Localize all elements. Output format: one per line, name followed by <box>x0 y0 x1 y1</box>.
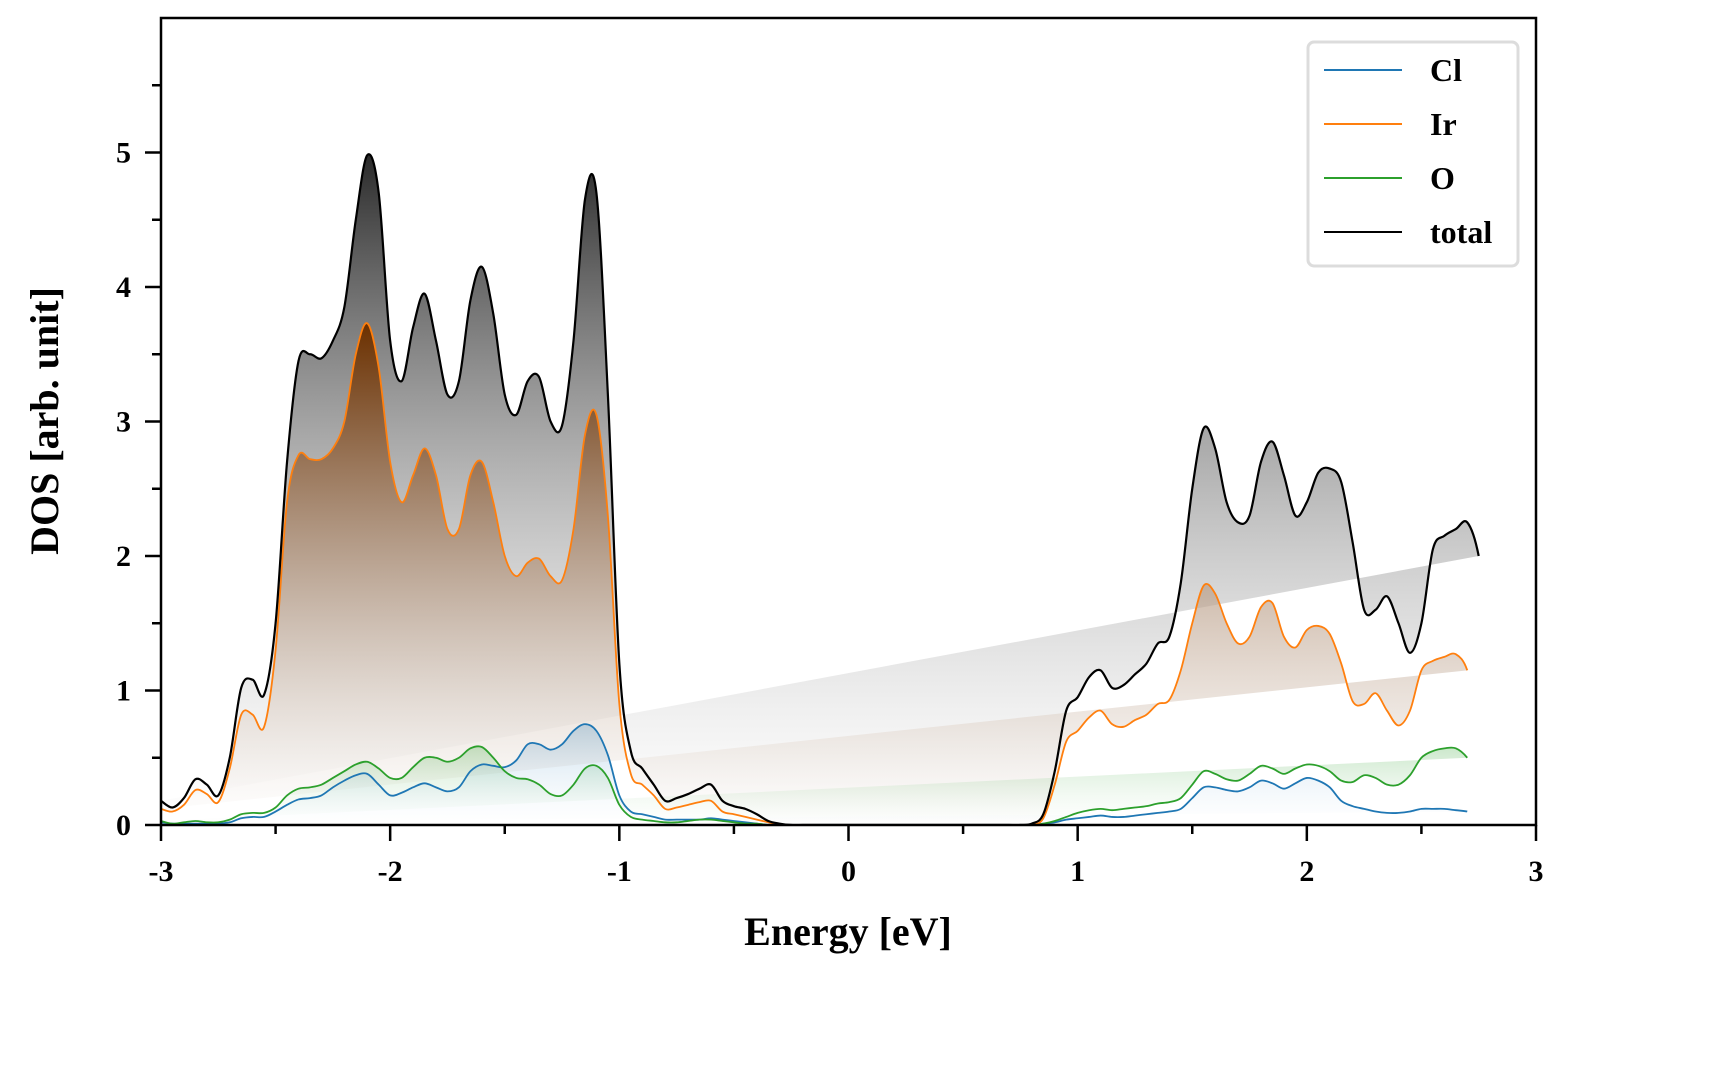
x-axis-label: Energy [eV] <box>744 909 952 954</box>
line-cl <box>161 723 1468 825</box>
x-tick-label: 3 <box>1529 855 1544 888</box>
x-tick-label: -3 <box>149 855 174 888</box>
fill-cl <box>161 724 1468 825</box>
legend-label-ir: Ir <box>1430 106 1457 142</box>
legend-item-o: O <box>1324 160 1455 196</box>
x-axis: -3 -2 -1 0 1 2 3 <box>149 825 1544 888</box>
series-lines <box>161 153 1480 825</box>
y-tick-label: 0 <box>116 809 131 842</box>
x-tick-label: 2 <box>1299 855 1314 888</box>
line-o <box>161 745 1468 825</box>
legend-item-cl: Cl <box>1324 52 1462 88</box>
y-tick-label: 1 <box>116 675 131 708</box>
legend-label-total: total <box>1430 214 1492 250</box>
y-tick-label: 2 <box>116 540 131 573</box>
y-axis: 0 1 2 3 4 5 <box>116 84 161 842</box>
x-tick-label: 0 <box>841 855 856 888</box>
legend-item-ir: Ir <box>1324 106 1457 142</box>
y-axis-label: DOS [arb. unit] <box>22 287 67 555</box>
y-tick-label: 3 <box>116 406 131 439</box>
y-tick-label: 5 <box>116 137 131 170</box>
x-tick-label: 1 <box>1070 855 1085 888</box>
legend-item-total: total <box>1324 214 1492 250</box>
fill-ir <box>161 323 1468 825</box>
x-tick-label: -2 <box>378 855 403 888</box>
legend-label-cl: Cl <box>1430 52 1462 88</box>
x-tick-label: -1 <box>607 855 632 888</box>
line-ir <box>161 322 1469 825</box>
y-tick-label: 4 <box>116 271 131 304</box>
legend: Cl Ir O total <box>1306 40 1520 268</box>
legend-box <box>1306 40 1520 268</box>
legend-label-o: O <box>1430 160 1455 196</box>
line-total <box>161 153 1480 825</box>
series-fills <box>161 154 1479 825</box>
